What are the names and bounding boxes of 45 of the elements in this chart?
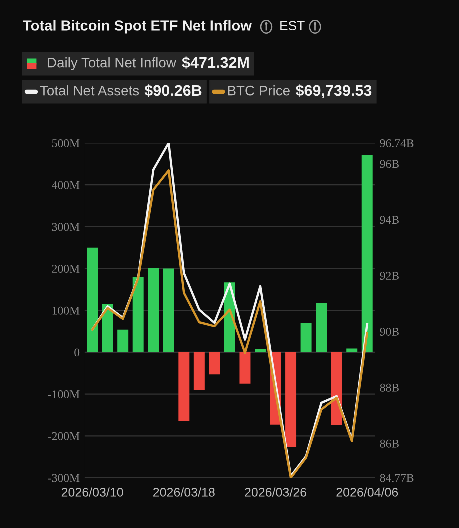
bar [178, 352, 190, 422]
x-tick-label: 2026/04/06 [336, 488, 398, 497]
bar [255, 350, 266, 352]
bar [87, 248, 98, 352]
bar [163, 268, 174, 352]
x-tick-label: 2026/03/10 [62, 488, 124, 497]
y2-tick-label: 94B [380, 216, 399, 224]
y-tick-label: 300M [52, 223, 80, 232]
legend-label: BTC Price [228, 86, 290, 96]
text: $69,739.53 [296, 84, 372, 98]
y-tick-label: 200M [52, 265, 80, 273]
text: $90.26B [144, 84, 202, 98]
bar [209, 352, 220, 375]
legend-label: Daily Total Net Inflow [48, 58, 176, 70]
bar [132, 277, 144, 352]
y2-tick-label: 88B [380, 384, 399, 392]
bar [240, 352, 251, 384]
bar [331, 352, 342, 426]
x-tick-label: 2026/03/18 [154, 488, 215, 497]
text: EST [280, 21, 305, 31]
y-tick-label: 400M [52, 181, 80, 190]
y2-tick-label: 86B [380, 440, 399, 448]
y-tick-label: 100M [52, 306, 80, 315]
y-tick-label: 0 [74, 348, 80, 357]
chart-title: Total Bitcoin Spot ETF Net Inflow [23, 20, 252, 34]
y-tick-label: -200M [48, 432, 80, 440]
x-tick-label: 2026/03/26 [245, 488, 306, 497]
y-tick-label: -100M [48, 390, 80, 399]
bar [300, 323, 312, 352]
bar [194, 352, 205, 391]
bar [286, 352, 297, 448]
y2-tick-label: 96.74B [380, 140, 414, 148]
bar [148, 268, 160, 352]
y2-tick-label: 84.77B [380, 474, 414, 482]
bar [316, 303, 328, 352]
bar [118, 330, 129, 352]
y2-tick-label: 92B [380, 272, 399, 280]
y2-tick-label: 96B [380, 160, 399, 168]
bar [362, 155, 373, 352]
bar [346, 348, 358, 352]
legend-label: Total Net Assets [40, 86, 140, 96]
y-tick-label: -300M [48, 474, 80, 482]
y-tick-label: 500M [52, 139, 80, 148]
y2-tick-label: 90B [380, 328, 399, 336]
text: $471.32M [182, 56, 249, 70]
